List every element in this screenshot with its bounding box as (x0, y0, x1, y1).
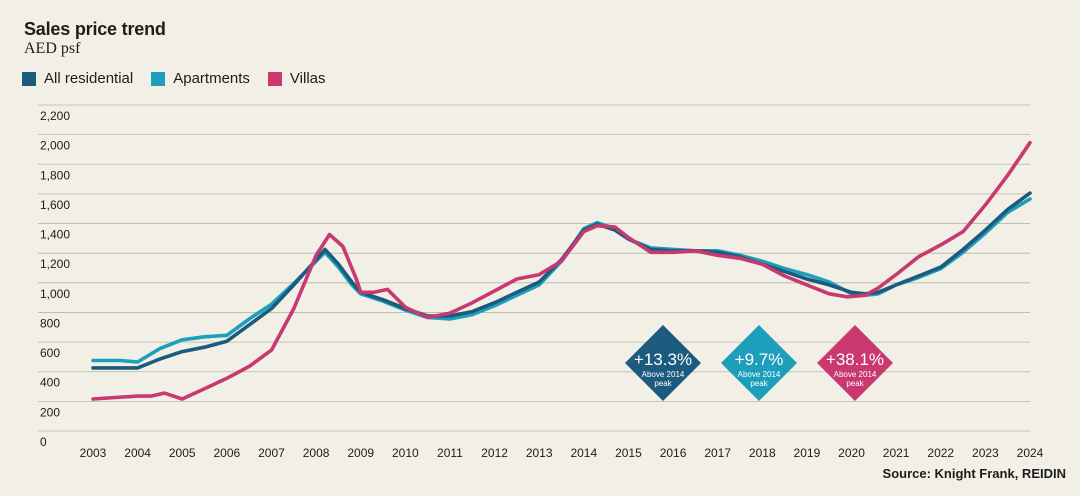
annotation-caption: Above 2014 peak (834, 370, 877, 388)
x-tick-label: 2014 (570, 446, 597, 460)
annotation-badge: +38.1%Above 2014 peak (817, 325, 893, 401)
y-tick-label: 2,000 (40, 139, 70, 153)
diamond-shape (625, 325, 701, 401)
legend-swatch-all-residential (22, 71, 36, 86)
y-tick-label: 600 (40, 346, 60, 360)
x-tick-label: 2023 (972, 446, 999, 460)
y-tick-label: 200 (40, 405, 60, 419)
y-tick-label: 1,400 (40, 228, 70, 242)
x-tick-label: 2010 (392, 446, 419, 460)
x-axis-ticks: 2003 2004 2005 2006 2007 2008 2009 2010 2011 2012… (80, 446, 1044, 460)
y-tick-label: 1,600 (40, 198, 70, 212)
legend-label-villas: Villas (289, 70, 326, 87)
x-tick-label: 2022 (927, 446, 954, 460)
annotation-value: +13.3% (634, 350, 692, 369)
x-tick-label: 2016 (660, 446, 687, 460)
x-tick-label: 2008 (303, 446, 330, 460)
annotation-badge: +13.3%Above 2014 peak (625, 325, 701, 401)
y-axis-ticks: 0 200 400 600 800 1,000 1,200 1,400 1,600 1,800 2,… (40, 109, 70, 449)
diamond-shape (721, 325, 797, 401)
y-tick-label: 2,200 (40, 109, 70, 123)
annotation-caption: Above 2014 peak (738, 370, 781, 388)
annotation-badges: +13.3%Above 2014 peak+9.7%Above 2014 peak+… (625, 325, 893, 401)
annotation-value: +38.1% (826, 350, 884, 369)
y-tick-label: 0 (40, 435, 47, 449)
legend-item-apartments: Apartments (151, 70, 250, 87)
legend-item-villas: Villas (267, 70, 326, 87)
y-tick-label: 800 (40, 316, 60, 330)
x-tick-label: 2004 (124, 446, 151, 460)
legend-label-apartments: Apartments (173, 70, 250, 87)
x-tick-label: 2003 (80, 446, 107, 460)
x-tick-label: 2020 (838, 446, 865, 460)
diamond-shape (817, 325, 893, 401)
y-tick-label: 400 (40, 376, 60, 390)
legend-label-all-residential: All residential (44, 70, 134, 87)
x-tick-label: 2006 (214, 446, 241, 460)
annotation-badge: +9.7%Above 2014 peak (721, 325, 797, 401)
gridlines (38, 104, 1030, 432)
source-note: Source: Knight Frank, REIDIN (882, 466, 1066, 481)
x-tick-label: 2019 (794, 446, 821, 460)
chart-ylabel: AED psf (24, 40, 81, 57)
legend-item-all-residential: All residential (22, 70, 133, 87)
y-tick-label: 1,000 (40, 287, 70, 301)
chart-title: Sales price trend (24, 19, 166, 39)
series-line-villas (91, 140, 1032, 401)
x-tick-label: 2017 (704, 446, 731, 460)
x-tick-label: 2009 (347, 446, 374, 460)
legend-swatch-villas (267, 71, 282, 86)
y-tick-label: 1,200 (40, 257, 70, 271)
x-tick-label: 2015 (615, 446, 642, 460)
x-tick-label: 2007 (258, 446, 285, 460)
annotation-value: +9.7% (735, 350, 784, 369)
x-tick-label: 2024 (1017, 446, 1044, 460)
y-tick-label: 1,800 (40, 168, 70, 182)
x-tick-label: 2013 (526, 446, 553, 460)
x-tick-label: 2012 (481, 446, 508, 460)
x-tick-label: 2005 (169, 446, 196, 460)
x-tick-label: 2018 (749, 446, 776, 460)
legend-swatch-apartments (151, 71, 166, 86)
x-tick-label: 2021 (883, 446, 910, 460)
x-tick-label: 2011 (437, 446, 463, 460)
legend: All residential Apartments Villas (22, 70, 344, 87)
series-lines (91, 140, 1032, 401)
annotation-caption: Above 2014 peak (642, 370, 685, 388)
